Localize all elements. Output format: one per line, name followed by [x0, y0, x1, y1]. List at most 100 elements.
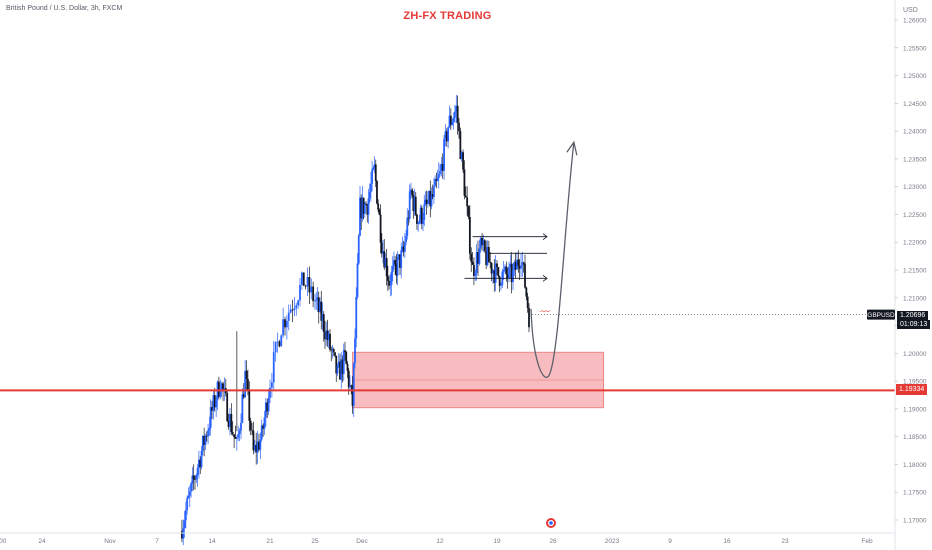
candle-body — [377, 203, 380, 210]
brand-title: ZH-FX TRADING — [403, 10, 492, 22]
candle-body — [192, 475, 195, 480]
range-arrowhead-2 — [542, 275, 548, 282]
price-tick-label: 1.25500 — [903, 45, 927, 52]
candle-body — [492, 270, 494, 274]
candle-body — [455, 105, 458, 112]
time-tick-label: Nov — [104, 538, 116, 545]
candle-body — [315, 299, 318, 301]
candle-body — [186, 498, 189, 511]
candle-body — [517, 259, 520, 266]
candle-body — [350, 385, 353, 387]
candle-body — [280, 335, 283, 347]
candle-body — [270, 382, 273, 388]
candle-body — [299, 284, 301, 301]
candle-body — [251, 429, 253, 431]
candle-body — [497, 267, 500, 277]
candle-body — [195, 475, 198, 480]
candle-body — [346, 363, 349, 371]
candle-body — [357, 235, 360, 264]
candle-body — [408, 191, 411, 219]
candle-body — [263, 417, 266, 429]
time-tick-label: 2023 — [605, 538, 620, 545]
candle-body — [208, 427, 211, 431]
candle-body — [454, 111, 456, 118]
candle-body — [430, 194, 433, 207]
candle-body — [302, 272, 305, 286]
candle-body — [325, 330, 328, 340]
candle-body — [219, 391, 222, 397]
candle-body — [295, 305, 298, 309]
candle-body — [242, 394, 245, 398]
candle-body — [525, 287, 528, 297]
candle-body — [359, 197, 361, 236]
candle-body — [360, 197, 363, 219]
time-tick-label: 21 — [266, 538, 274, 545]
price-tick-label: 1.18000 — [903, 462, 927, 469]
symbol-title: British Pound / U.S. Dollar, 3h, FXCM — [6, 5, 123, 12]
candle-body — [362, 197, 365, 214]
candle-body — [256, 441, 259, 453]
candle-body — [417, 223, 420, 224]
candle-body — [489, 262, 492, 264]
candle-body — [181, 531, 183, 539]
candle-body — [397, 254, 400, 258]
candle-body — [474, 272, 477, 276]
candle-body — [337, 361, 340, 366]
candle-body — [245, 370, 248, 379]
candle-body — [366, 204, 369, 215]
candle-body — [258, 441, 260, 450]
candle-body — [374, 164, 377, 181]
candle-body — [522, 262, 525, 264]
red-scribble — [539, 310, 551, 313]
candle-body — [412, 195, 415, 212]
candle-body — [278, 341, 281, 347]
time-tick-label: 14 — [208, 538, 216, 545]
candle-body — [335, 355, 338, 374]
symbol-tag: GBPUSD — [867, 309, 895, 320]
candle-body — [255, 444, 258, 453]
candle-body — [407, 217, 410, 219]
candle-body — [238, 430, 241, 435]
candle-body — [443, 138, 445, 171]
candle-body — [419, 207, 422, 221]
projection-curve[interactable] — [530, 142, 575, 378]
candle-body — [200, 450, 203, 468]
price-tick-label: 1.25000 — [903, 73, 927, 80]
candle-body — [371, 169, 374, 184]
candle-body — [447, 127, 450, 142]
candle-body — [526, 296, 529, 308]
candle-body — [204, 435, 207, 446]
candle-body — [237, 434, 240, 438]
candle-body — [505, 266, 508, 275]
time-tick-label: 0:00 — [0, 538, 7, 545]
candle-body — [330, 349, 333, 351]
price-tick-label: 1.23000 — [903, 184, 927, 191]
candle-body — [456, 105, 459, 123]
candle-body — [440, 163, 443, 172]
candle-body — [378, 209, 381, 215]
candle-body — [514, 261, 517, 270]
candle-body — [340, 359, 343, 380]
candle-body — [393, 260, 395, 267]
candle-body — [326, 330, 329, 340]
economic-event-icon-core — [549, 521, 553, 525]
candle-body — [188, 491, 191, 496]
candle-body — [241, 394, 244, 423]
range-arrowhead-0 — [542, 233, 548, 240]
time-tick-label: 24 — [38, 538, 46, 545]
candle-body — [394, 260, 397, 265]
candle-body — [351, 385, 354, 406]
candle-body — [396, 257, 399, 276]
candle-body — [380, 242, 383, 254]
candle-body — [477, 252, 479, 264]
candle-body — [262, 425, 264, 429]
candle-body — [459, 131, 462, 159]
candle-body — [386, 276, 389, 281]
candle-body — [382, 251, 384, 254]
candle-body — [506, 274, 509, 278]
candle-body — [406, 217, 409, 236]
price-tick-label: 1.23500 — [903, 156, 927, 163]
candle-body — [509, 263, 512, 267]
